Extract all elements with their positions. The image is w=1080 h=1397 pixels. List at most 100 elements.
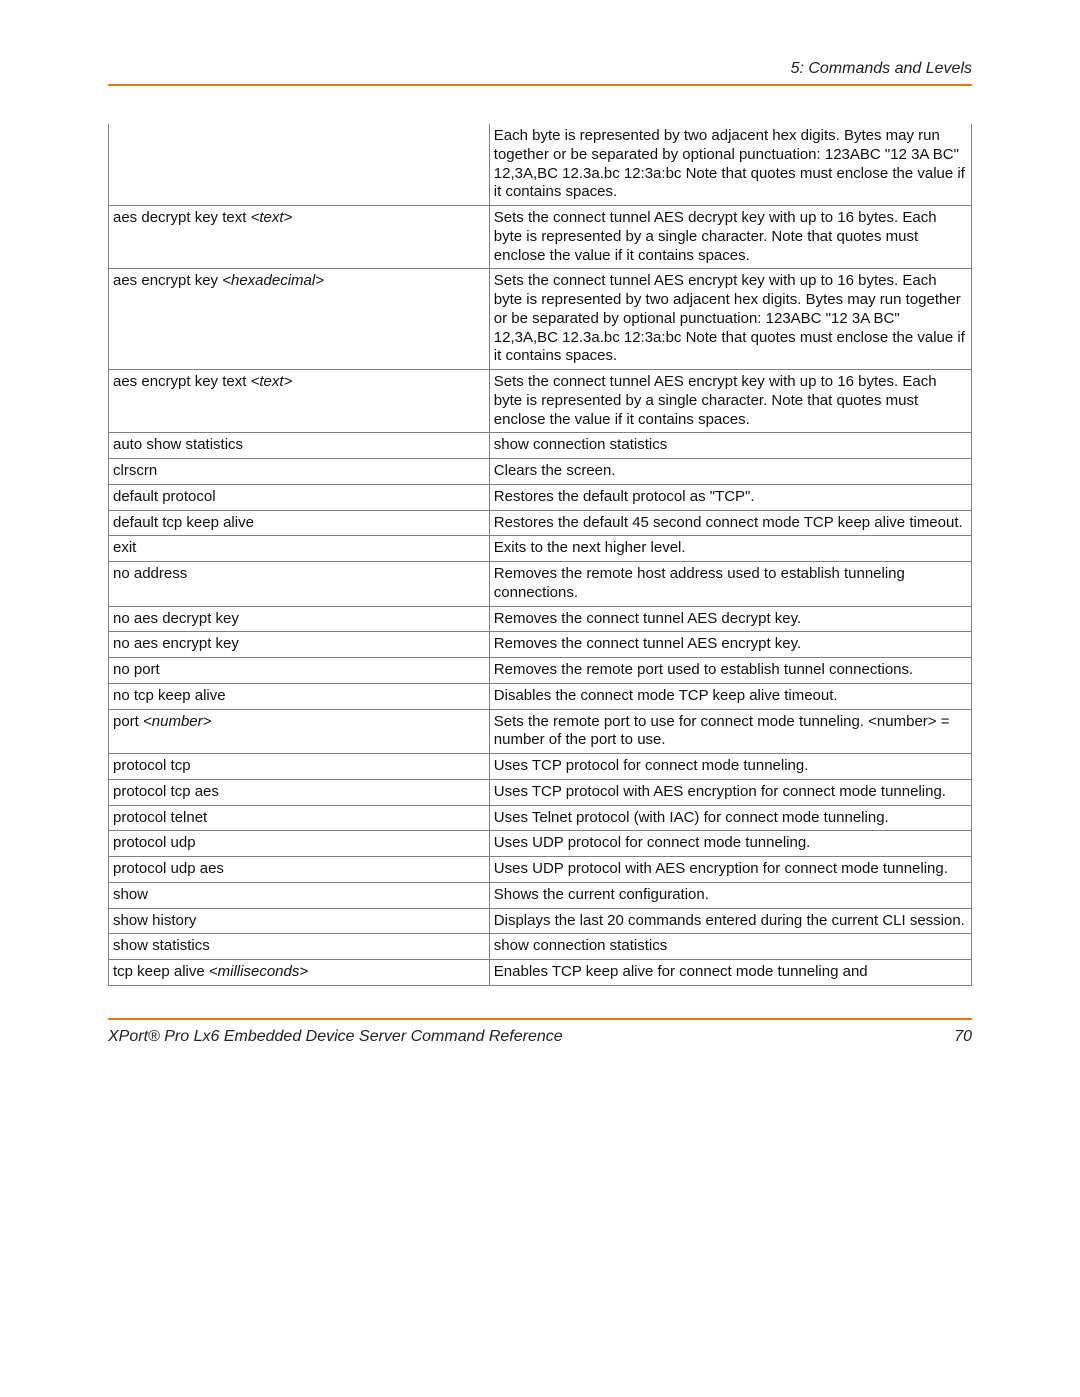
table-row: auto show statistics show connection stat… — [109, 433, 972, 459]
command-text: show history — [113, 912, 196, 929]
command-cell: show statistics — [109, 934, 490, 960]
description-cell: Restores the default protocol as "TCP". — [489, 484, 971, 510]
command-cell: no tcp keep alive — [109, 683, 490, 709]
command-text: default tcp keep alive — [113, 514, 254, 531]
command-text: no port — [113, 661, 160, 678]
command-text: auto show statistics — [113, 436, 243, 453]
command-cell — [109, 124, 490, 206]
command-cell: exit — [109, 536, 490, 562]
page-header: 5: Commands and Levels — [108, 60, 972, 84]
command-cell: clrscrn — [109, 459, 490, 485]
command-text: protocol tcp — [113, 757, 191, 774]
command-text: no tcp keep alive — [113, 687, 226, 704]
command-cell: protocol udp — [109, 831, 490, 857]
command-cell: protocol tcp aes — [109, 779, 490, 805]
command-cell: default tcp keep alive — [109, 510, 490, 536]
footer-rule — [108, 1018, 972, 1020]
table-row: no port Removes the remote port used to e… — [109, 658, 972, 684]
description-cell: Removes the connect tunnel AES encrypt k… — [489, 632, 971, 658]
table-row: protocol telnetUses Telnet protocol (wit… — [109, 805, 972, 831]
description-cell: show connection statistics — [489, 433, 971, 459]
table-row: no aes encrypt key Removes the connect tu… — [109, 632, 972, 658]
command-text: aes encrypt key — [113, 272, 222, 289]
command-param: <text> — [251, 373, 293, 390]
commands-table: Each byte is represented by two adjacent… — [108, 124, 972, 986]
command-param: <number> — [143, 713, 211, 730]
command-cell: no address — [109, 562, 490, 607]
table-row: no aes decrypt key Removes the connect tu… — [109, 606, 972, 632]
description-cell: Sets the connect tunnel AES encrypt key … — [489, 370, 971, 433]
command-text: clrscrn — [113, 462, 157, 479]
table-row: aes encrypt key <hexadecimal> Sets the co… — [109, 269, 972, 370]
description-cell: Displays the last 20 commands entered du… — [489, 908, 971, 934]
command-text: protocol tcp aes — [113, 783, 219, 800]
command-text: protocol udp — [113, 834, 196, 851]
table-row: aes encrypt key text <text>Sets the conn… — [109, 370, 972, 433]
command-cell: auto show statistics — [109, 433, 490, 459]
description-cell: Exits to the next higher level. — [489, 536, 971, 562]
page-footer: XPort® Pro Lx6 Embedded Device Server Co… — [108, 1028, 972, 1046]
command-cell: aes encrypt key text <text> — [109, 370, 490, 433]
description-cell: Disables the connect mode TCP keep alive… — [489, 683, 971, 709]
table-row: showShows the current configuration. — [109, 882, 972, 908]
table-row: protocol tcp aes Uses TCP protocol with A… — [109, 779, 972, 805]
command-text: no aes encrypt key — [113, 635, 239, 652]
command-param: <milliseconds> — [209, 963, 308, 980]
description-cell: Removes the remote host address used to … — [489, 562, 971, 607]
description-cell: Sets the connect tunnel AES encrypt key … — [489, 269, 971, 370]
table-row: exit Exits to the next higher level. — [109, 536, 972, 562]
command-cell: no aes decrypt key — [109, 606, 490, 632]
command-text: exit — [113, 539, 136, 556]
description-cell: Each byte is represented by two adjacent… — [489, 124, 971, 206]
command-cell: port <number> — [109, 709, 490, 754]
command-cell: tcp keep alive <milliseconds> — [109, 960, 490, 986]
commands-table-body: Each byte is represented by two adjacent… — [109, 124, 972, 985]
table-row: protocol tcp Uses TCP protocol for connec… — [109, 754, 972, 780]
description-cell: Removes the remote port used to establis… — [489, 658, 971, 684]
command-text: port — [113, 713, 143, 730]
description-cell: Restores the default 45 second connect m… — [489, 510, 971, 536]
description-cell: Removes the connect tunnel AES decrypt k… — [489, 606, 971, 632]
command-text: show statistics — [113, 937, 210, 954]
table-row: port <number>Sets the remote port to use… — [109, 709, 972, 754]
command-cell: protocol tcp — [109, 754, 490, 780]
command-cell: no aes encrypt key — [109, 632, 490, 658]
command-cell: show history — [109, 908, 490, 934]
description-cell: Sets the connect tunnel AES decrypt key … — [489, 206, 971, 269]
table-row: show statistics show connection statistic… — [109, 934, 972, 960]
command-text: no address — [113, 565, 187, 582]
description-cell: show connection statistics — [489, 934, 971, 960]
table-row: show history Displays the last 20 command… — [109, 908, 972, 934]
command-cell: protocol udp aes — [109, 857, 490, 883]
command-text: no aes decrypt key — [113, 610, 239, 627]
table-row: default tcp keep alive Restores the defau… — [109, 510, 972, 536]
command-cell: protocol telnet — [109, 805, 490, 831]
command-param: <text> — [251, 209, 293, 226]
description-cell: Shows the current configuration. — [489, 882, 971, 908]
command-cell: aes decrypt key text <text> — [109, 206, 490, 269]
table-row: tcp keep alive <milliseconds>Enables TCP… — [109, 960, 972, 986]
description-cell: Uses TCP protocol with AES encryption fo… — [489, 779, 971, 805]
table-row: clrscrn Clears the screen. — [109, 459, 972, 485]
command-text: protocol telnet — [113, 809, 207, 826]
command-param: <hexadecimal> — [222, 272, 324, 289]
description-cell: Uses UDP protocol for connect mode tunne… — [489, 831, 971, 857]
command-text: protocol udp aes — [113, 860, 224, 877]
table-row: no address Removes the remote host addres… — [109, 562, 972, 607]
command-text: aes decrypt key text — [113, 209, 251, 226]
footer-title: XPort® Pro Lx6 Embedded Device Server Co… — [108, 1028, 563, 1046]
description-cell: Clears the screen. — [489, 459, 971, 485]
description-cell: Enables TCP keep alive for connect mode … — [489, 960, 971, 986]
command-text: tcp keep alive — [113, 963, 209, 980]
document-page: 5: Commands and Levels Each byte is repr… — [0, 0, 1080, 1397]
footer-page-number: 70 — [954, 1028, 972, 1046]
table-row: protocol udp Uses UDP protocol for connec… — [109, 831, 972, 857]
table-row: Each byte is represented by two adjacent… — [109, 124, 972, 206]
command-cell: no port — [109, 658, 490, 684]
description-cell: Sets the remote port to use for connect … — [489, 709, 971, 754]
command-cell: default protocol — [109, 484, 490, 510]
command-cell: show — [109, 882, 490, 908]
table-row: aes decrypt key text <text>Sets the conn… — [109, 206, 972, 269]
description-cell: Uses UDP protocol with AES encryption fo… — [489, 857, 971, 883]
description-cell: Uses TCP protocol for connect mode tunne… — [489, 754, 971, 780]
